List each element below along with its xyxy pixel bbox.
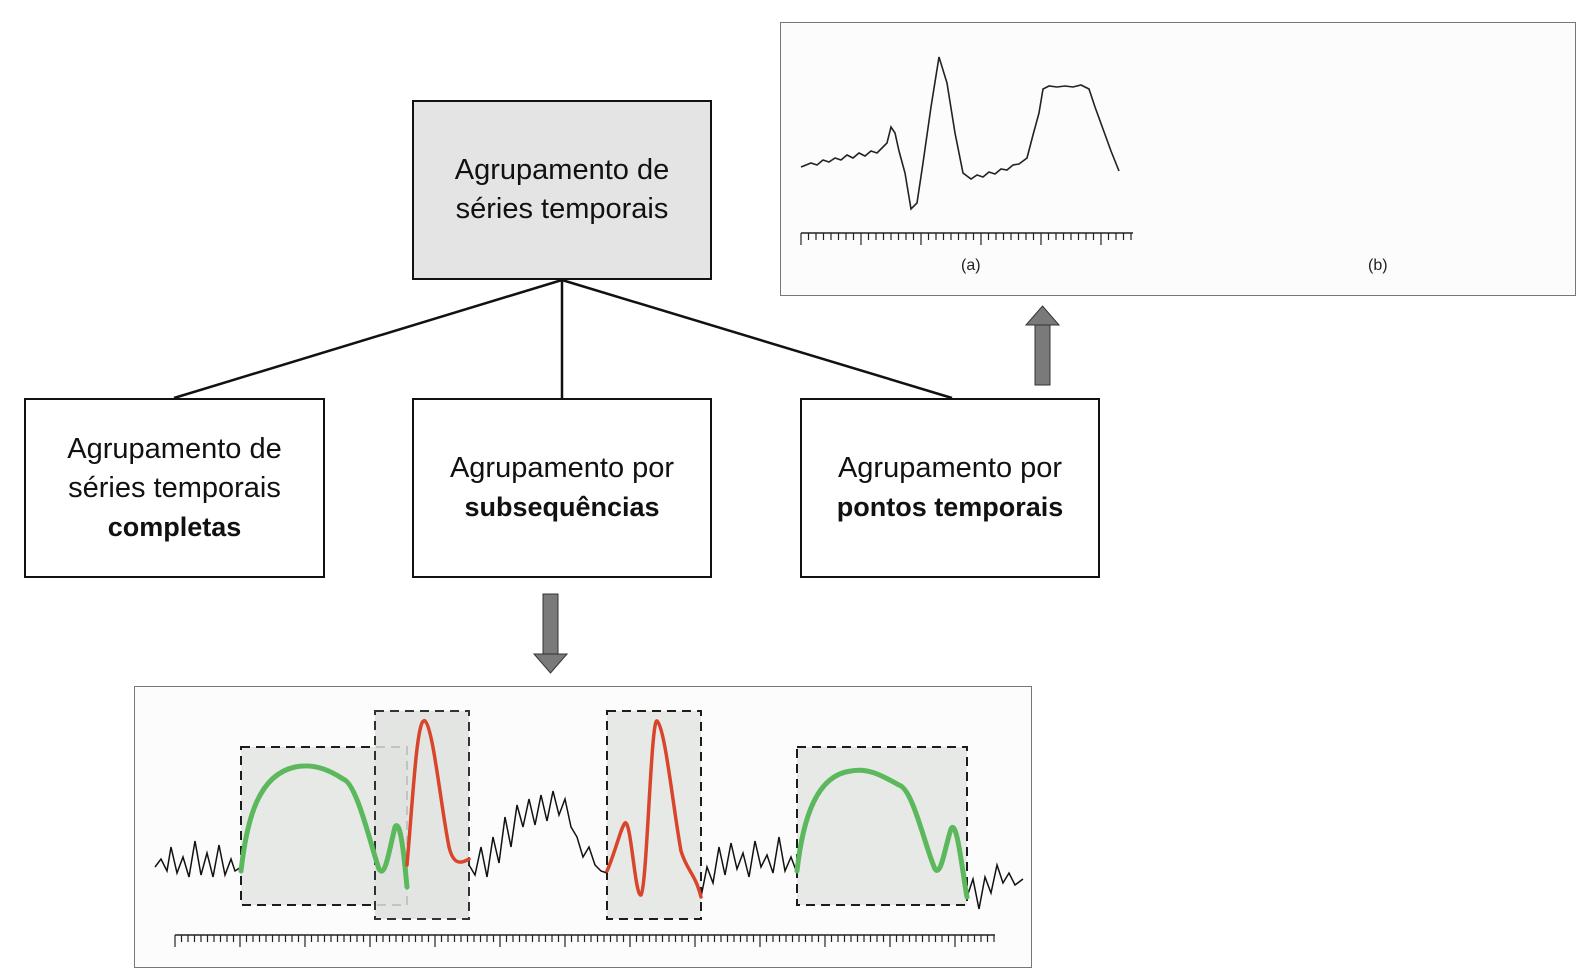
noise-segment [468,790,608,878]
time-points-illustration [800,56,1133,245]
green-pattern-curve [238,763,410,890]
connector-root-to-completas [173,278,563,400]
child-node-pontos-temporais: Agrupamento por pontos temporais [800,398,1100,578]
noise-segment [154,840,242,878]
root-node-agrupamento-series-temporais: Agrupamento de séries temporais [412,100,712,280]
raw-series-line [800,56,1120,211]
red-pattern-curve [405,719,471,867]
subsequence-illustration [154,710,1024,947]
subsequence-illustration-panel [134,686,1032,968]
child-node-series-completas: Agrupamento de séries temporais completa… [24,398,325,578]
child-node-2-bold: subsequências [464,492,660,522]
down-arrow-icon [532,593,569,674]
child-node-2-line1: Agrupamento por [449,452,675,484]
axis-a [800,232,1133,245]
red-pattern-curve [605,719,703,899]
caption-a: (a) [961,257,981,274]
root-node-line2: séries temporais [455,193,669,225]
noise-segment [966,862,1024,910]
child-node-3-line1: Agrupamento por [837,452,1063,484]
time-points-illustration-panel: (a) (b) [780,22,1576,296]
child-node-1-line1: Agrupamento de [67,432,282,465]
caption-b: (b) [1368,257,1388,274]
child-node-1-bold: completas [107,511,242,542]
child-node-3-bold: pontos temporais [836,492,1064,522]
green-pattern-curve [794,767,970,900]
axis-subseq [174,934,995,947]
subsequence-window [796,746,968,906]
noise-segment [700,836,798,898]
subsequence-window [606,710,702,920]
subsequence-window [374,710,470,920]
up-arrow-icon [1024,305,1061,386]
child-node-subsequencias: Agrupamento por subsequências [412,398,712,578]
root-node-line1: Agrupamento de [454,154,670,186]
child-node-1-line2: séries temporais [68,471,281,504]
connector-root-to-pontos [561,278,953,400]
